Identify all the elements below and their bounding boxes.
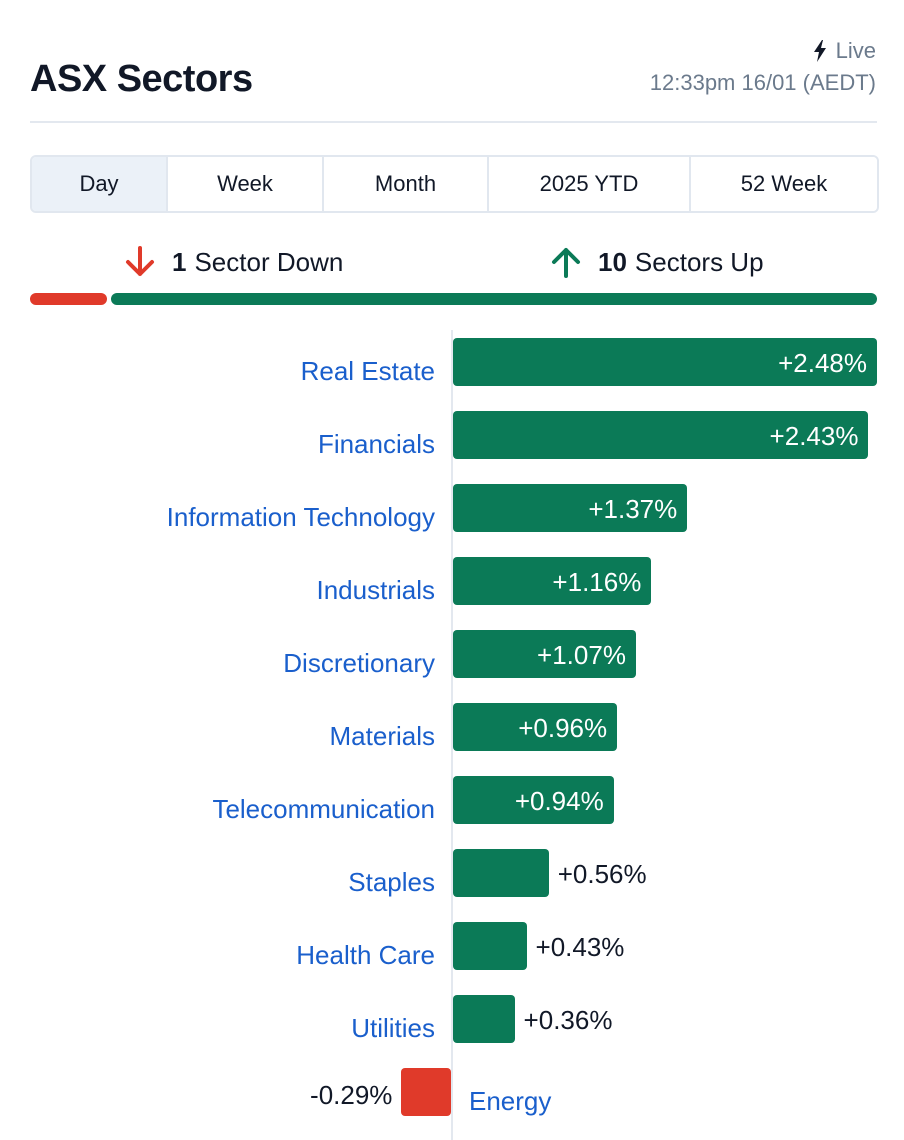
timestamp: 12:33pm 16/01 (AEDT) — [649, 70, 876, 95]
live-label: Live — [835, 38, 876, 63]
bar-financials — [453, 411, 869, 459]
tab-2025-ytd[interactable]: 2025 YTD — [489, 157, 691, 211]
sectors-up-summary: 10 Sectors Up — [548, 240, 764, 284]
breadth-down-segment — [30, 293, 107, 305]
value-label-staples: +0.56% — [557, 859, 647, 889]
up-label: Sectors Up — [634, 246, 764, 277]
sector-link-staples[interactable]: Staples — [348, 867, 435, 897]
sector-link-materials[interactable]: Materials — [329, 721, 435, 751]
value-label-real-estate: +2.48% — [778, 348, 867, 378]
sector-link-financials[interactable]: Financials — [317, 429, 435, 459]
tab-52-week[interactable]: 52 Week — [691, 157, 877, 211]
sector-link-discretionary[interactable]: Discretionary — [283, 648, 435, 678]
bar-discretionary — [453, 630, 636, 678]
value-label-financials: +2.43% — [769, 421, 859, 451]
bar-industrials — [453, 557, 652, 605]
value-label-telecommunication: +0.94% — [514, 786, 604, 816]
header-divider — [30, 121, 877, 123]
period-tabs: Day Week Month 2025 YTD 52 Week — [30, 155, 879, 213]
tab-week[interactable]: Week — [168, 157, 324, 211]
page-title: ASX Sectors — [30, 58, 253, 100]
tab-month[interactable]: Month — [324, 157, 489, 211]
arrow-down-icon — [126, 246, 154, 276]
bar-staples — [453, 849, 549, 897]
value-label-utilities: +0.36% — [523, 1005, 613, 1035]
zero-axis — [451, 330, 453, 1140]
bar-information-technology — [453, 484, 688, 532]
value-label-discretionary: +1.07% — [537, 640, 626, 670]
arrow-up-icon — [552, 248, 580, 278]
bar-utilities — [453, 995, 515, 1043]
bar-real-estate — [453, 338, 877, 386]
breadth-up-segment — [111, 293, 877, 305]
sectors-down-summary: 1 Sector Down — [122, 240, 343, 284]
sector-link-industrials[interactable]: Industrials — [316, 575, 436, 605]
bar-materials — [453, 703, 618, 751]
down-count: 1 — [172, 246, 187, 277]
sector-link-information-technology[interactable]: Information Technology — [166, 502, 435, 532]
breadth-bar — [30, 293, 877, 305]
bar-telecommunication — [453, 776, 614, 824]
value-label-energy: -0.29% — [310, 1080, 393, 1110]
sector-link-telecommunication[interactable]: Telecommunication — [212, 794, 435, 824]
lightning-icon — [813, 40, 826, 62]
value-label-information-technology: +1.37% — [588, 494, 678, 524]
tab-day[interactable]: Day — [32, 157, 168, 211]
live-indicator: Live — [812, 38, 876, 64]
bar-energy — [401, 1068, 451, 1116]
sector-link-energy[interactable]: Energy — [469, 1086, 552, 1116]
value-label-industrials: +1.16% — [552, 567, 642, 597]
sector-link-real-estate[interactable]: Real Estate — [300, 356, 435, 386]
value-label-health-care: +0.43% — [535, 932, 625, 962]
sector-link-health-care[interactable]: Health Care — [296, 940, 435, 970]
up-count: 10 — [598, 246, 627, 277]
bar-health-care — [453, 922, 527, 970]
down-label: Sector Down — [194, 246, 344, 277]
sector-link-utilities[interactable]: Utilities — [351, 1013, 435, 1043]
value-label-materials: +0.96% — [518, 713, 608, 743]
